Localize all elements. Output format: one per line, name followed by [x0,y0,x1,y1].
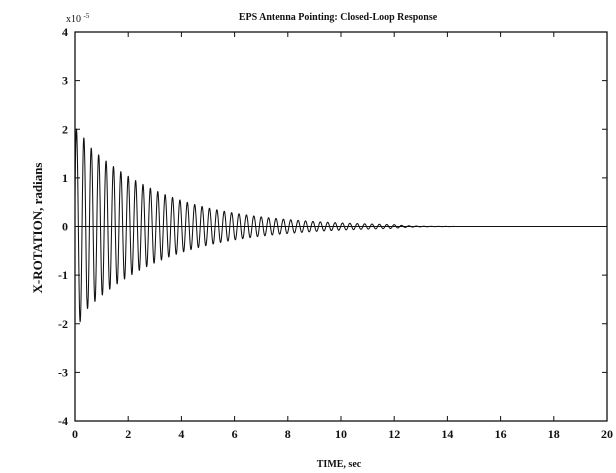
y-tick-label-7: -3 [58,365,68,379]
y-multiplier-base: x10 [66,14,81,25]
y-tick-label-5: -1 [58,268,68,282]
x-tick-label-0: 0 [72,427,78,441]
y-tick-label-3: 1 [62,171,68,185]
y-multiplier-label: x10 -5 [66,12,90,25]
y-tick-label-6: -2 [58,317,68,331]
y-axis-label: X-ROTATION, radians [30,163,45,294]
chart-title: EPS Antenna Pointing: Closed-Loop Respon… [239,12,438,23]
y-multiplier-exponent: -5 [84,12,90,20]
y-tick-label-0: 4 [62,25,68,39]
x-axis-label: TIME, sec [317,459,362,470]
x-tick-label-1: 2 [125,427,131,441]
x-tick-label-9: 18 [548,427,560,441]
x-tick-label-3: 6 [232,427,238,441]
x-tick-label-6: 12 [388,427,400,441]
y-tick-label-8: -4 [58,414,68,428]
y-tick-label-2: 2 [62,122,68,136]
y-tick-label-4: 0 [62,220,68,234]
x-tick-label-8: 16 [495,427,507,441]
y-tick-label-1: 3 [62,74,68,88]
x-ticks-group: 0 2 4 6 8 10 12 14 16 18 20 [72,32,613,441]
y-ticks-group: 4 3 2 1 0 -1 -2 -3 -4 [58,25,607,428]
x-tick-label-5: 10 [335,427,347,441]
x-tick-label-7: 14 [441,427,453,441]
x-tick-label-4: 8 [285,427,291,441]
x-tick-label-10: 20 [601,427,613,441]
x-tick-label-2: 4 [178,427,184,441]
series-group [74,128,608,323]
